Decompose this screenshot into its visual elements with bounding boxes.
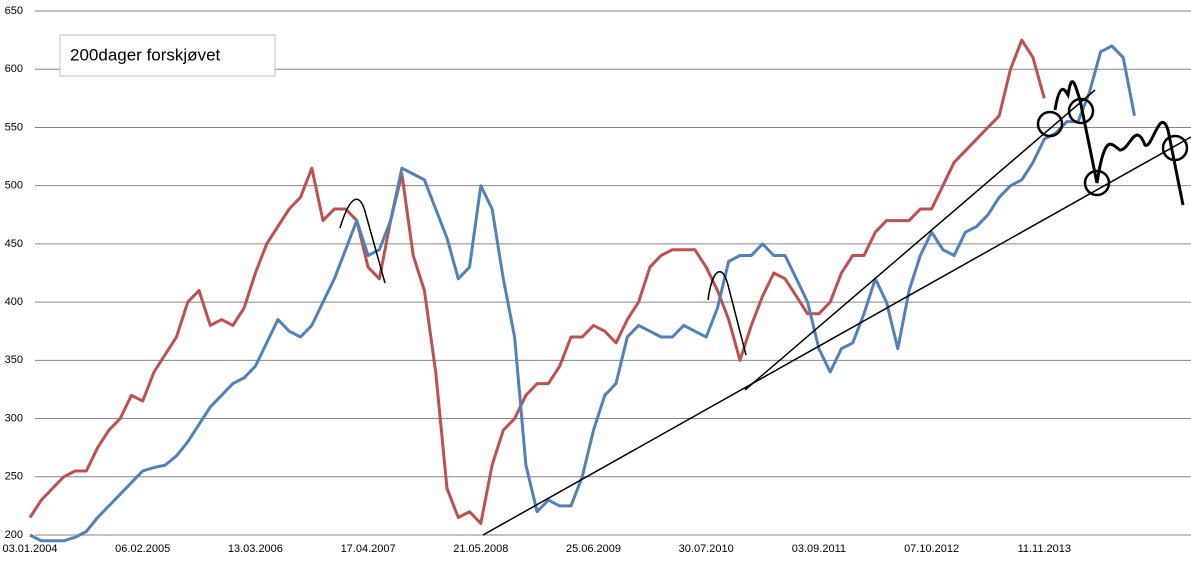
hand-annotations: [339, 80, 1191, 536]
y-tick-label: 200: [5, 529, 23, 541]
x-tick-label: 11.11.2013: [1018, 543, 1071, 555]
sketch: [339, 198, 386, 284]
x-tick-label: 03.01.2004: [2, 543, 57, 555]
series-line: [29, 44, 1136, 543]
y-tick-label: 300: [5, 412, 23, 424]
circle: [1036, 110, 1064, 138]
x-tick-label: 03.09.2011: [792, 543, 846, 555]
x-tick-label: 07.10.2012: [904, 543, 959, 555]
circle: [1067, 97, 1095, 125]
annotation-box: [59, 34, 276, 77]
x-tick-label: 21.05.2008: [453, 543, 508, 555]
circle: [1161, 134, 1189, 162]
y-tick-label: 450: [5, 238, 23, 250]
y-tick-label: 550: [5, 121, 23, 133]
x-tick-label: 30.07.2010: [679, 543, 734, 555]
sketch: [707, 271, 747, 356]
sketch: [1053, 80, 1185, 206]
x-tick-label: 17.04.2007: [341, 543, 396, 555]
y-tick-label: 650: [5, 5, 23, 17]
x-tick-label: 06.02.2005: [115, 543, 170, 555]
y-tick-label: 400: [5, 296, 23, 308]
y-tick-label: 600: [5, 63, 23, 75]
trend-line: [744, 89, 1096, 391]
y-tick-label: 500: [5, 180, 23, 192]
circle: [1083, 169, 1111, 197]
y-tick-label: 350: [5, 354, 23, 366]
trend-line: [482, 136, 1191, 536]
y-tick-label: 250: [5, 471, 23, 483]
series-line: [28, 38, 1046, 525]
x-tick-label: 13.03.2006: [228, 543, 283, 555]
x-tick-label: 25.06.2009: [566, 543, 621, 555]
annotation: 200dager forskjøvet: [70, 45, 221, 64]
